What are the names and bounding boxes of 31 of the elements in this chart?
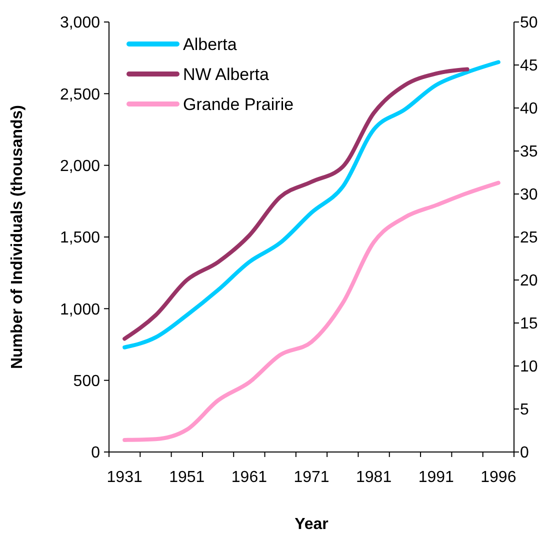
y-tick-label: 2,500 bbox=[60, 86, 100, 104]
x-tick-label: 1971 bbox=[294, 469, 330, 486]
y2-tick-label: 45 bbox=[520, 58, 538, 75]
y-tick-label: 3,000 bbox=[60, 14, 100, 32]
x-tick-label: 1961 bbox=[231, 469, 268, 486]
x-tick-label: 1981 bbox=[356, 469, 392, 486]
y2-tick-label: 35 bbox=[520, 144, 538, 161]
y-axis-title: Number of Individuals (thousands) bbox=[9, 104, 26, 370]
line-series bbox=[122, 180, 500, 442]
y-tick-label: 1,500 bbox=[60, 230, 100, 247]
x-tick-label: 1991 bbox=[418, 469, 454, 486]
y2-tick-label: 40 bbox=[520, 100, 538, 118]
x-tick-label: 1951 bbox=[169, 469, 205, 486]
y2-tick-label: 0 bbox=[520, 444, 529, 462]
y-tick-label: 0 bbox=[91, 444, 100, 462]
legend-label: Alberta bbox=[183, 34, 238, 54]
y2-tick-label: 5 bbox=[520, 402, 529, 419]
x-tick-label: 1996 bbox=[480, 469, 516, 486]
y2-tick-label: 25 bbox=[520, 230, 538, 247]
y-tick-label: 2,000 bbox=[60, 158, 100, 175]
legend-label: NW Alberta bbox=[183, 64, 270, 84]
x-tick-label: 1931 bbox=[106, 469, 142, 486]
y2-tick-label: 20 bbox=[520, 272, 538, 290]
legend-label: Grande Prairie bbox=[183, 94, 294, 114]
y-tick-label: 500 bbox=[73, 372, 100, 390]
y2-tick-label: 50 bbox=[520, 14, 538, 32]
y2-tick-label: 15 bbox=[520, 316, 538, 333]
x-axis-title: Year bbox=[294, 516, 328, 533]
y2-tick-label: 30 bbox=[520, 186, 538, 204]
y2-tick-label: 10 bbox=[520, 358, 538, 376]
y-tick-label: 1,000 bbox=[60, 301, 100, 318]
